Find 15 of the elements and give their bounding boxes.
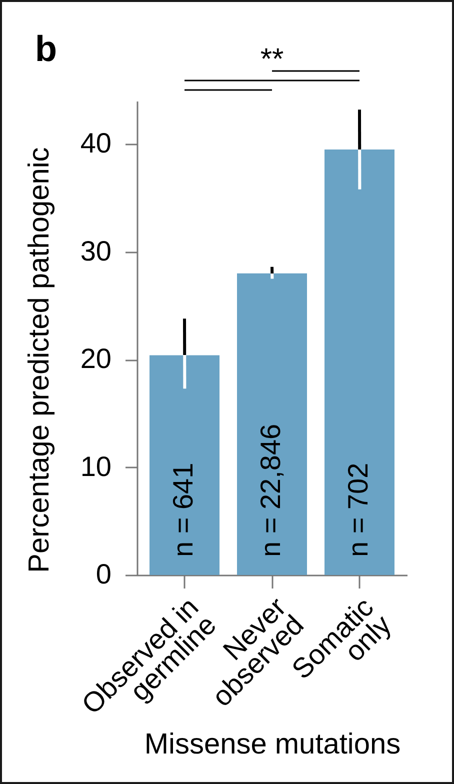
y-tick-label: 0 <box>96 558 112 590</box>
y-tick-label: 20 <box>80 343 112 374</box>
y-axis-title: Percentage predicted pathogenic <box>24 147 56 573</box>
annotation: n = 22,846 <box>255 424 286 557</box>
chart-title: b <box>35 28 57 69</box>
y-tick-label: 10 <box>80 450 112 482</box>
x-axis-title: Missense mutations <box>144 728 401 760</box>
bar <box>237 273 307 575</box>
bar <box>324 149 394 575</box>
y-tick-label: 30 <box>80 235 112 266</box>
annotation: n = 641 <box>168 462 199 557</box>
annotation: n = 702 <box>342 462 374 557</box>
bar <box>150 355 220 575</box>
text: ** <box>260 43 284 76</box>
y-tick-label: 40 <box>80 128 112 159</box>
